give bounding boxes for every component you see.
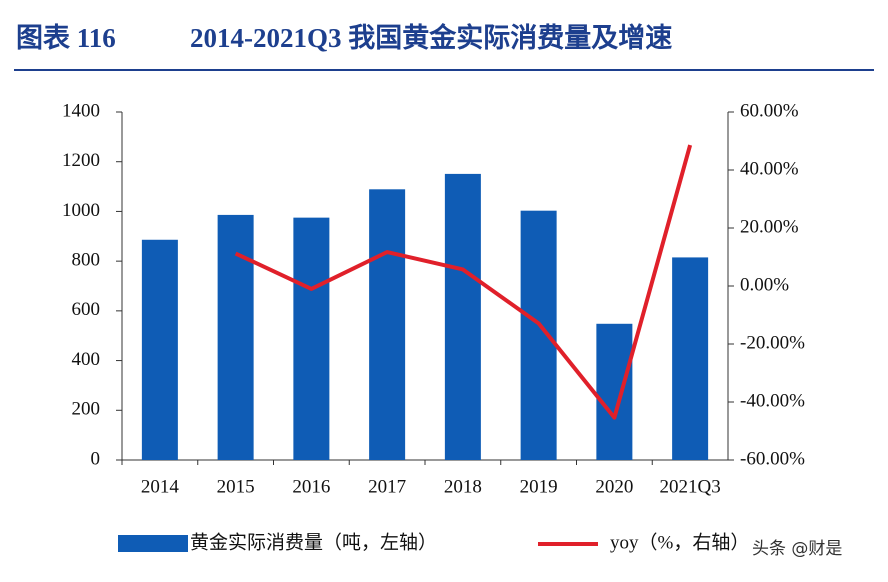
bar <box>293 217 330 460</box>
bar <box>672 257 709 460</box>
y2-tick-label: 20.00% <box>740 216 799 237</box>
y2-tick-label: -20.00% <box>740 332 805 353</box>
bar <box>596 323 633 460</box>
x-tick-label: 2020 <box>595 476 633 497</box>
watermark: 头条 @财是 <box>752 539 842 559</box>
y2-tick-label: 40.00% <box>740 158 799 179</box>
y2-tick-label: 60.00% <box>740 100 799 121</box>
bar <box>217 214 254 460</box>
y-tick-label: 800 <box>72 250 101 271</box>
y-tick-label: 600 <box>72 299 101 320</box>
legend-label: yoy（%，右轴） <box>610 531 749 553</box>
chart-title: 2014-2021Q3 我国黄金实际消费量及增速 <box>190 22 672 53</box>
x-tick-label: 2021Q3 <box>660 476 721 497</box>
legend-swatch <box>118 535 188 552</box>
bar <box>444 173 481 460</box>
x-tick-label: 2016 <box>292 476 330 497</box>
y-tick-label: 1200 <box>62 150 100 171</box>
bar <box>520 210 557 460</box>
y2-tick-label: -60.00% <box>740 448 805 469</box>
x-tick-label: 2018 <box>444 476 482 497</box>
y-tick-label: 1400 <box>62 100 100 121</box>
bar <box>369 189 406 460</box>
y2-tick-label: -40.00% <box>740 390 805 411</box>
y-tick-label: 200 <box>72 399 101 420</box>
x-tick-label: 2015 <box>217 476 255 497</box>
x-tick-label: 2019 <box>520 476 558 497</box>
y2-tick-label: 0.00% <box>740 274 789 295</box>
legend-label: 黄金实际消费量（吨，左轴） <box>190 531 437 553</box>
x-tick-label: 2014 <box>141 476 180 497</box>
y-tick-label: 1000 <box>62 200 100 221</box>
line <box>234 144 693 420</box>
y-tick-label: 0 <box>91 448 101 469</box>
figure-label: 图表 116 <box>16 23 116 53</box>
x-tick-label: 2017 <box>368 476 406 497</box>
y-tick-label: 400 <box>72 349 101 370</box>
bar <box>141 239 178 460</box>
